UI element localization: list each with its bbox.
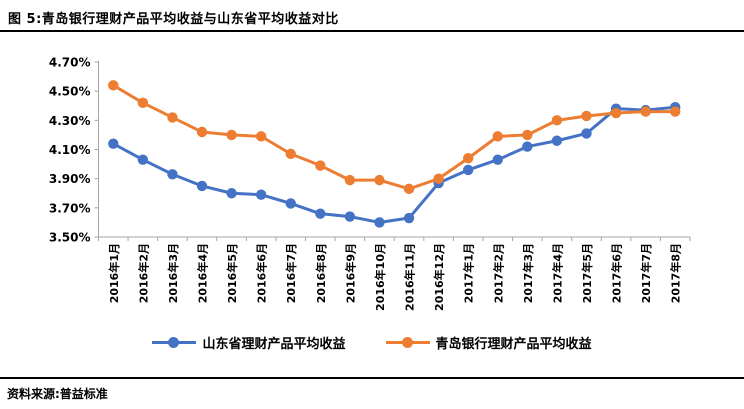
- data-point-marker: [551, 115, 563, 126]
- x-axis-label: 2016年8月: [314, 243, 328, 303]
- x-axis-label: 2016年11月: [403, 243, 417, 311]
- data-point-marker: [226, 129, 237, 141]
- y-tick-label: 4.50%: [49, 85, 91, 99]
- y-tick-label: 3.50%: [49, 231, 91, 245]
- source-note: 资料来源:普益标准: [7, 387, 108, 401]
- x-axis-label: 2016年9月: [343, 243, 357, 303]
- title-divider: [0, 30, 744, 32]
- data-point-marker: [433, 173, 444, 184]
- line-marker-icon: [152, 336, 197, 348]
- data-point-marker: [522, 141, 533, 152]
- x-axis-label: 2017年6月: [610, 243, 624, 303]
- y-tick-label: 3.70%: [49, 201, 91, 215]
- data-point-marker: [551, 135, 563, 146]
- figure-title: 图 5:青岛银行理财产品平均收益与山东省平均收益对比: [8, 12, 339, 27]
- data-point-marker: [670, 106, 681, 117]
- y-tick-label: 4.70%: [49, 56, 91, 70]
- x-axis-label: 2017年2月: [491, 243, 505, 303]
- data-point-marker: [108, 138, 119, 149]
- legend-label: 山东省理财产品平均收益: [202, 336, 346, 352]
- data-point-marker: [108, 80, 119, 91]
- y-tick-label: 3.90%: [49, 172, 91, 186]
- x-axis-label: 2016年10月: [373, 243, 387, 311]
- data-point-marker: [255, 131, 267, 142]
- x-axis-label: 2016年3月: [166, 243, 180, 303]
- data-point-marker: [315, 160, 326, 171]
- data-point-marker: [610, 107, 622, 119]
- data-point-marker: [344, 174, 356, 186]
- data-point-marker: [137, 154, 149, 165]
- data-point-marker: [462, 164, 474, 176]
- chart-legend: 山东省理财产品平均收益 青岛银行理财产品平均收益: [0, 330, 744, 354]
- data-point-marker: [522, 129, 533, 141]
- data-point-marker: [344, 211, 356, 222]
- x-axis-label: 2016年2月: [136, 243, 150, 303]
- x-axis-label: 2017年8月: [669, 243, 683, 303]
- data-point-marker: [255, 189, 267, 200]
- line-chart: 4.70% 4.50% 4.30% 4.10% 3.90% 3.70% 3.50% 2016年…: [49, 56, 691, 311]
- y-tick-label: 4.10%: [49, 143, 91, 157]
- data-point-marker: [285, 198, 296, 209]
- data-point-marker: [492, 154, 503, 165]
- data-point-marker: [640, 106, 651, 117]
- data-point-marker: [581, 110, 592, 122]
- data-point-marker: [581, 128, 592, 139]
- x-axis-label: 2017年1月: [462, 243, 476, 303]
- data-point-marker: [196, 180, 208, 192]
- x-axis-label: 2017年4月: [550, 243, 564, 303]
- line-marker-icon: [385, 336, 430, 348]
- data-point-marker: [137, 97, 149, 109]
- footer-divider: [0, 377, 744, 379]
- x-axis-label: 2016年7月: [284, 243, 298, 303]
- x-axis-label: 2016年1月: [107, 243, 121, 303]
- data-point-marker: [196, 126, 208, 138]
- x-axis-label: 2017年7月: [639, 243, 653, 303]
- data-point-marker: [492, 131, 503, 142]
- data-point-marker: [226, 188, 237, 199]
- x-axis-label: 2017年5月: [580, 243, 594, 303]
- data-point-marker: [403, 212, 415, 224]
- legend-item-qingdao-bank: 青岛银行理财产品平均收益: [385, 333, 592, 352]
- data-point-marker: [285, 148, 296, 160]
- series-line: [112, 84, 676, 191]
- x-axis-label: 2016年5月: [225, 243, 239, 303]
- x-axis-label: 2017年3月: [521, 243, 535, 303]
- data-point-marker: [462, 153, 474, 164]
- data-point-marker: [374, 174, 385, 186]
- x-axis-label: 2016年6月: [255, 243, 269, 303]
- x-axis-label: 2016年12月: [432, 243, 446, 311]
- data-point-marker: [315, 208, 326, 219]
- legend-label: 青岛银行理财产品平均收益: [435, 336, 592, 352]
- legend-item-shandong: 山东省理财产品平均收益: [152, 333, 346, 352]
- y-tick-label: 4.30%: [49, 114, 91, 128]
- series-line: [112, 105, 676, 224]
- data-point-marker: [374, 217, 385, 228]
- data-point-marker: [403, 183, 415, 195]
- data-point-marker: [167, 169, 178, 180]
- data-point-marker: [167, 112, 178, 123]
- x-axis-label: 2016年4月: [196, 243, 210, 303]
